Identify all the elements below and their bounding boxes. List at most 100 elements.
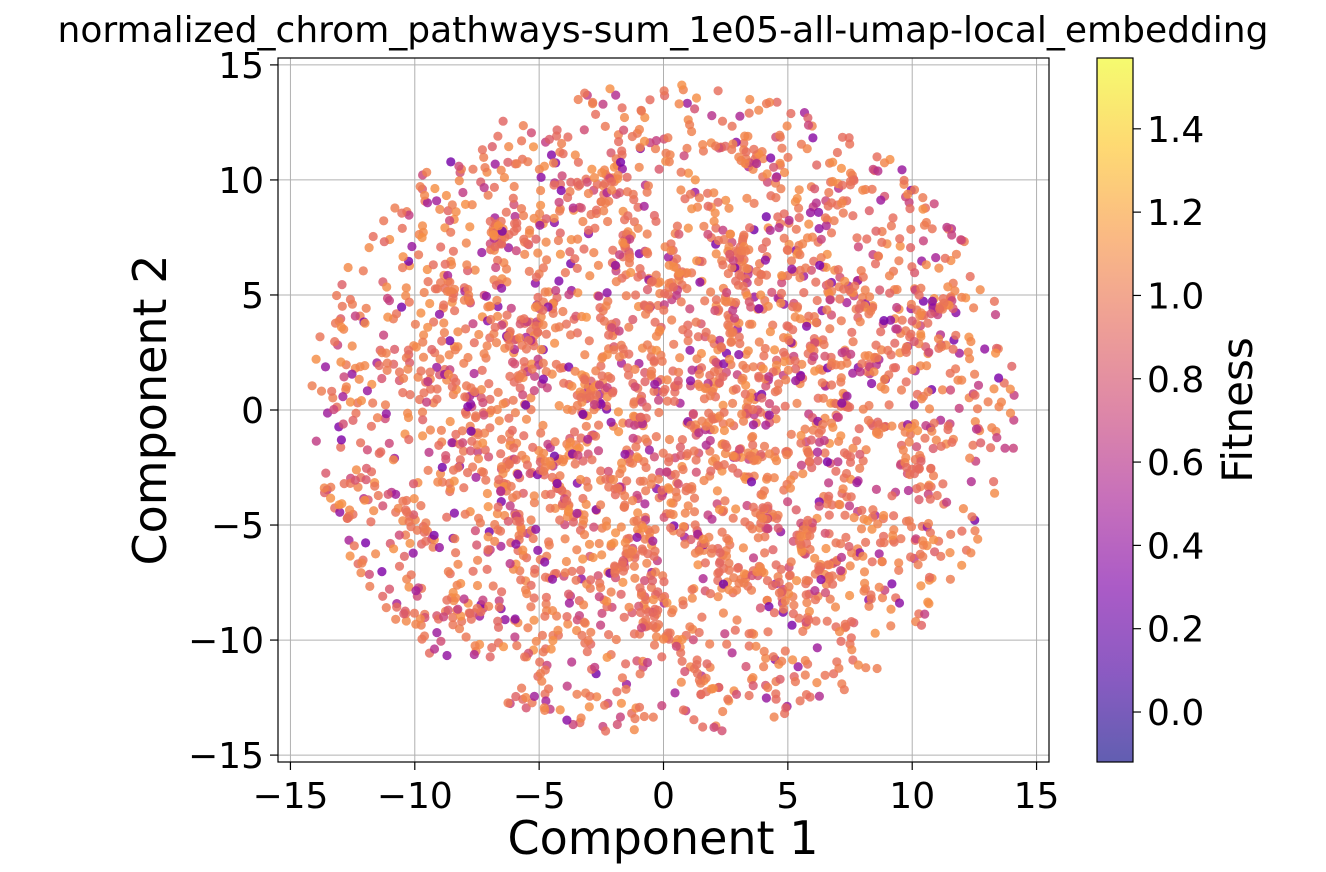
scatter-point-712 xyxy=(512,641,521,650)
scatter-point-2088 xyxy=(730,314,739,323)
scatter-point-1024 xyxy=(561,534,570,543)
scatter-point-523 xyxy=(877,238,886,247)
scatter-point-1223 xyxy=(444,567,453,576)
scatter-point-2065 xyxy=(667,246,676,255)
scatter-point-2045 xyxy=(634,224,643,233)
scatter-point-875 xyxy=(572,545,581,554)
scatter-point-1687 xyxy=(867,379,876,388)
scatter-point-1932 xyxy=(698,140,707,149)
scatter-point-1303 xyxy=(582,313,591,322)
scatter-point-2529 xyxy=(620,502,629,511)
scatter-point-97 xyxy=(925,404,934,413)
scatter-point-1972 xyxy=(385,585,394,594)
scatter-point-1845 xyxy=(637,106,646,115)
scatter-point-815 xyxy=(630,574,639,583)
scatter-point-1864 xyxy=(706,589,715,598)
scatter-point-1611 xyxy=(706,287,715,296)
scatter-point-870 xyxy=(546,504,555,513)
scatter-point-422 xyxy=(479,153,488,162)
scatter-point-1739 xyxy=(497,284,506,293)
scatter-point-2170 xyxy=(518,390,527,399)
scatter-point-103 xyxy=(957,376,966,385)
scatter-point-1734 xyxy=(549,180,558,189)
scatter-point-1327 xyxy=(635,143,644,152)
scatter-point-1661 xyxy=(974,381,983,390)
scatter-point-416 xyxy=(990,297,999,306)
scatter-point-2548 xyxy=(680,540,689,549)
scatter-point-2975 xyxy=(619,344,628,353)
scatter-point-1923 xyxy=(755,337,764,346)
scatter-point-1731 xyxy=(867,594,876,603)
scatter-point-1273 xyxy=(965,454,974,463)
scatter-point-2550 xyxy=(666,523,675,532)
scatter-point-1992 xyxy=(561,268,570,277)
scatter-point-3168 xyxy=(626,548,635,557)
scatter-point-2706 xyxy=(937,342,946,351)
scatter-point-1915 xyxy=(900,176,909,185)
scatter-point-1904 xyxy=(846,177,855,186)
scatter-point-2260 xyxy=(706,391,715,400)
scatter-point-402 xyxy=(371,549,380,558)
scatter-point-2555 xyxy=(699,535,708,544)
scatter-point-1565 xyxy=(490,537,499,546)
scatter-point-1184 xyxy=(603,653,612,662)
scatter-point-2840 xyxy=(416,366,425,375)
scatter-point-447 xyxy=(404,413,413,422)
scatter-point-1583 xyxy=(970,391,979,400)
scatter-point-2862 xyxy=(620,113,629,122)
scatter-point-2933 xyxy=(453,560,462,569)
scatter-point-3010 xyxy=(702,422,711,431)
scatter-point-1763 xyxy=(714,86,723,95)
scatter-point-854 xyxy=(363,445,372,454)
scatter-point-1063 xyxy=(788,655,797,664)
scatter-point-2465 xyxy=(760,486,769,495)
scatter-point-1059 xyxy=(924,387,933,396)
scatter-point-2812 xyxy=(873,166,882,175)
scatter-point-1373 xyxy=(760,647,769,656)
scatter-point-470 xyxy=(617,590,626,599)
scatter-point-3097 xyxy=(857,359,866,368)
scatter-point-837 xyxy=(424,448,433,457)
scatter-point-2813 xyxy=(824,188,833,197)
scatter-point-1997 xyxy=(570,254,579,263)
scatter-point-2695 xyxy=(890,339,899,348)
scatter-point-1935 xyxy=(451,548,460,557)
scatter-point-2486 xyxy=(518,546,527,555)
scatter-point-1260 xyxy=(877,557,886,566)
scatter-point-792 xyxy=(469,567,478,576)
scatter-point-269 xyxy=(990,489,999,498)
scatter-point-1391 xyxy=(920,610,929,619)
scatter-point-3189 xyxy=(840,511,849,520)
scatter-point-1514 xyxy=(692,468,701,477)
colorbar-tick-label-2: 0.4 xyxy=(1147,526,1204,567)
scatter-point-2884 xyxy=(727,145,736,154)
scatter-point-2615 xyxy=(584,226,593,235)
scatter-point-2134 xyxy=(792,225,801,234)
scatter-point-2397 xyxy=(539,467,548,476)
scatter-point-3012 xyxy=(686,421,695,430)
scatter-point-2355 xyxy=(505,460,514,469)
scatter-point-2402 xyxy=(666,509,675,518)
scatter-point-1486 xyxy=(825,510,834,519)
scatter-point-2925 xyxy=(692,660,701,669)
scatter-point-2379 xyxy=(583,435,592,444)
scatter-point-1822 xyxy=(360,361,369,370)
scatter-point-1863 xyxy=(470,650,479,659)
scatter-point-2246 xyxy=(765,399,774,408)
scatter-point-1830 xyxy=(355,375,364,384)
scatter-point-1638 xyxy=(679,705,688,714)
scatter-point-1836 xyxy=(418,233,427,242)
scatter-point-1443 xyxy=(976,438,985,447)
scatter-point-179 xyxy=(865,206,874,215)
scatter-point-2905 xyxy=(411,620,420,629)
scatter-point-1334 xyxy=(447,438,456,447)
scatter-point-2203 xyxy=(573,401,582,410)
scatter-point-1810 xyxy=(416,182,425,191)
scatter-point-1913 xyxy=(798,627,807,636)
scatter-point-601 xyxy=(728,122,737,131)
scatter-point-986 xyxy=(718,117,727,126)
scatter-point-1675 xyxy=(834,664,843,673)
scatter-point-1426 xyxy=(897,385,906,394)
scatter-point-1020 xyxy=(587,165,596,174)
scatter-point-1310 xyxy=(875,285,884,294)
